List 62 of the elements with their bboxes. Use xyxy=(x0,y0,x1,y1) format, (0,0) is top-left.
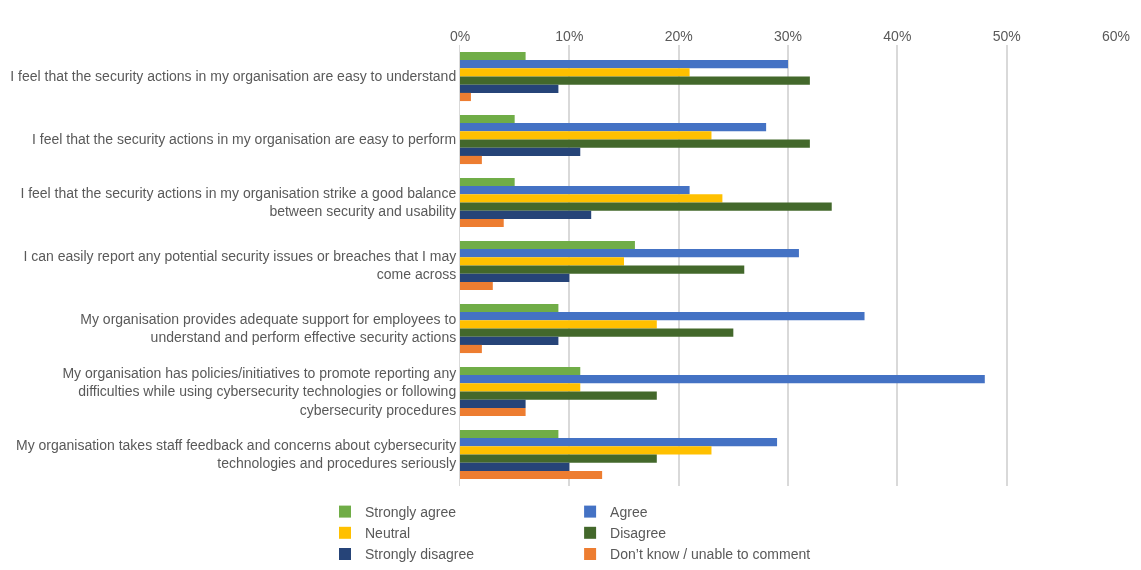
legend-label: Strongly agree xyxy=(365,504,457,521)
x-tick-label: 40% xyxy=(883,28,912,45)
bar xyxy=(460,139,810,148)
bar xyxy=(460,218,504,228)
bar xyxy=(460,123,767,132)
x-tick-label: 20% xyxy=(664,28,693,45)
bar xyxy=(460,84,559,93)
y-tick-label: I feel that the security actions in my organisation are easy to understand xyxy=(10,68,457,85)
bar xyxy=(460,51,526,61)
bar xyxy=(460,202,832,211)
bar xyxy=(460,407,526,417)
bar xyxy=(460,265,745,274)
bar xyxy=(460,76,810,85)
bar xyxy=(460,257,624,266)
x-tick-label: 0% xyxy=(449,28,471,45)
bar xyxy=(460,462,570,471)
legend-label: Don’t know / unable to comment xyxy=(610,546,811,563)
bar xyxy=(460,194,723,203)
y-tick-label: My organisation takes staff feedback and concerns about cybersecurity technologies and procedures seriously xyxy=(15,437,457,472)
bar xyxy=(460,131,712,140)
bar xyxy=(460,344,482,354)
legend-label: Neutral xyxy=(365,525,411,542)
bar xyxy=(460,429,559,439)
y-tick-label: I feel that the security actions in my organisation are easy to perform xyxy=(32,131,457,148)
bar xyxy=(460,249,799,258)
bar xyxy=(460,438,778,447)
legend-label: Strongly disagree xyxy=(365,546,475,563)
bar xyxy=(460,454,657,463)
bar xyxy=(460,328,734,337)
bar xyxy=(460,147,581,156)
bar xyxy=(460,240,635,250)
bar xyxy=(460,366,581,376)
bar xyxy=(460,114,515,124)
bar xyxy=(460,312,865,321)
legend-label: Agree xyxy=(610,504,648,521)
y-tick-label: I can easily report any potential security issues or breaches that I may come across xyxy=(23,248,457,283)
bar xyxy=(460,273,570,282)
bar xyxy=(460,320,657,329)
x-tick-label: 60% xyxy=(1101,28,1131,45)
bar xyxy=(460,375,985,384)
x-tick-label: 10% xyxy=(555,28,584,45)
bar xyxy=(460,399,526,408)
bar xyxy=(460,92,471,102)
bar xyxy=(460,68,690,77)
y-tick-label: I feel that the security actions in my organisation strike a good balance between security and usability xyxy=(20,185,457,220)
legend-label: Disagree xyxy=(610,525,667,542)
bar xyxy=(460,281,493,291)
bar xyxy=(460,210,592,219)
bar xyxy=(460,383,581,392)
bar xyxy=(460,186,690,195)
bar xyxy=(460,60,788,69)
bar xyxy=(460,177,515,187)
x-tick-label: 50% xyxy=(992,28,1021,45)
bar xyxy=(460,336,559,345)
y-tick-label: My organisation has policies/initiatives to promote reporting any difficulties while using cybersecurity technologies or following cybersecurity procedures xyxy=(62,365,457,418)
bar xyxy=(460,303,559,313)
bar xyxy=(460,155,482,165)
bar xyxy=(460,446,712,455)
bar xyxy=(460,391,657,400)
x-tick-label: 30% xyxy=(773,28,803,45)
bar xyxy=(460,470,603,480)
y-tick-label: My organisation provides adequate support for employees to understand and perform effective security actions xyxy=(80,311,457,346)
